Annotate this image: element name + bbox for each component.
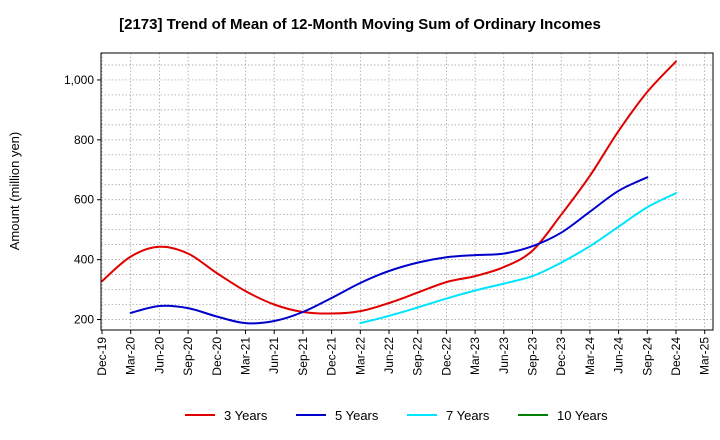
plot-frame [100, 52, 714, 331]
x-tick-label: Jun-24 [612, 337, 626, 374]
grid-layer [101, 53, 713, 330]
y-tick-label: 600 [74, 193, 94, 207]
y-tick-label: 200 [74, 313, 94, 327]
x-tick-label: Jun-20 [152, 337, 166, 374]
chart-title: [2173] Trend of Mean of 12-Month Moving … [119, 16, 601, 33]
x-tick-label: Dec-23 [554, 337, 568, 376]
x-tick-label: Sep-21 [296, 337, 310, 376]
x-tick-label: Sep-24 [640, 337, 654, 376]
plot-background [101, 53, 713, 330]
legend-label-10-years: 10 Years [557, 408, 608, 423]
y-axis: 200 400 600 800 1,000 [64, 73, 101, 327]
x-tick-label: Mar-23 [468, 337, 482, 375]
x-tick-label: Mar-20 [124, 337, 138, 375]
x-tick-label: Dec-20 [210, 337, 224, 376]
x-tick-label: Mar-22 [353, 337, 367, 375]
y-tick-label: 400 [74, 253, 94, 267]
x-tick-label: Mar-25 [698, 337, 712, 375]
x-axis: Dec-19 Mar-20 Jun-20 Sep-20 Dec-20 Mar-21 Jun-… [95, 330, 712, 376]
legend: 3 Years 5 Years 7 Years 10 Years [185, 408, 608, 423]
x-tick-label: Jun-22 [382, 337, 396, 374]
x-tick-label: Sep-22 [411, 337, 425, 376]
series-layer [101, 60, 677, 325]
legend-label-7-years: 7 Years [446, 408, 490, 423]
legend-label-3-years: 3 Years [224, 408, 268, 423]
x-tick-label: Mar-21 [239, 337, 253, 375]
y-tick-label: 800 [74, 133, 94, 147]
x-tick-label: Mar-24 [583, 337, 597, 375]
x-tick-label: Jun-21 [267, 337, 281, 374]
y-tick-label: 1,000 [64, 73, 94, 87]
x-tick-label: Dec-19 [95, 337, 109, 376]
series-line-7-years [359, 192, 677, 325]
x-tick-label: Dec-22 [439, 337, 453, 376]
legend-label-5-years: 5 Years [335, 408, 379, 423]
y-axis-title: Amount (million yen) [7, 132, 22, 251]
x-tick-label: Dec-21 [325, 337, 339, 376]
x-tick-label: Dec-24 [669, 337, 683, 376]
series-line-3-years [101, 60, 677, 315]
x-tick-label: Sep-23 [526, 337, 540, 376]
x-tick-label: Jun-23 [497, 337, 511, 374]
series-line-5-years [129, 176, 649, 325]
x-tick-label: Sep-20 [181, 337, 195, 376]
